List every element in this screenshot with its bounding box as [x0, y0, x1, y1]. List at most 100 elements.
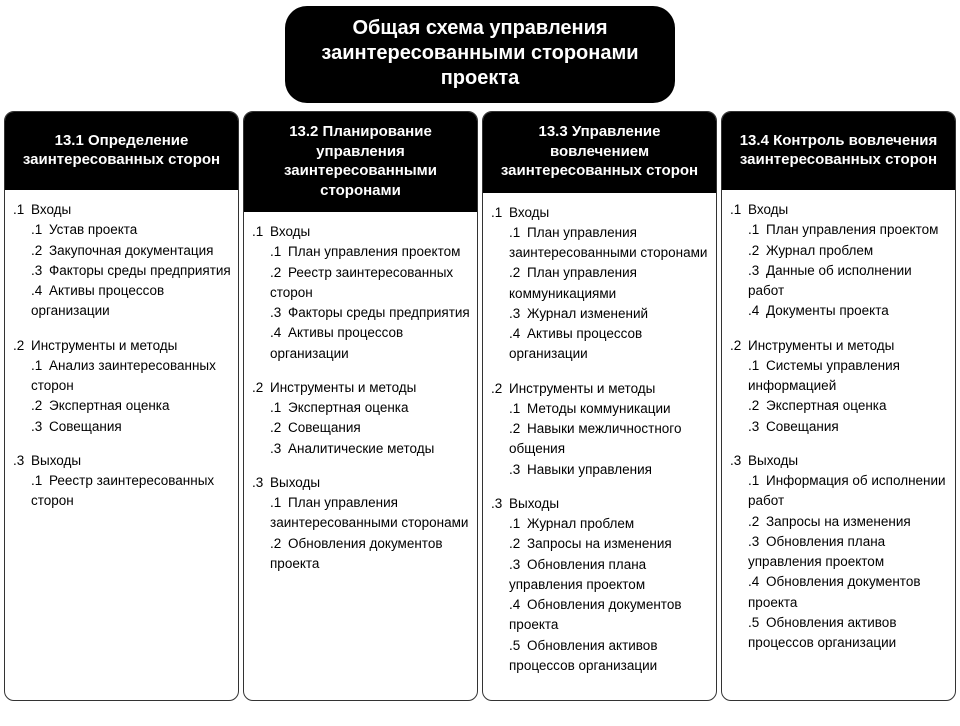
section-label: Выходы: [31, 453, 81, 468]
section-label: Инструменты и методы: [509, 381, 655, 396]
item-text: Журнал проблем: [527, 516, 634, 531]
item-number: .2: [748, 241, 766, 261]
section: .2Инструменты и методы.1Системы управлен…: [730, 336, 949, 437]
section: .1Входы.1Устав проекта.2Закупочная докум…: [13, 200, 232, 322]
list-item: .2Навыки межличностного общения: [491, 419, 710, 460]
item-number: .3: [748, 417, 766, 437]
section-title: .1Входы: [730, 200, 949, 220]
section-number: .3: [13, 451, 31, 471]
list-item: .2План управления коммуникациями: [491, 263, 710, 304]
item-text: Обновления активов процессов организации: [748, 615, 897, 650]
section-label: Входы: [31, 202, 71, 217]
item-text: План управления заинтересованными сторон…: [270, 495, 468, 530]
section-number: .1: [491, 203, 509, 223]
item-number: .2: [748, 396, 766, 416]
item-text: Навыки управления: [527, 462, 652, 477]
list-item: .1План управления заинтересованными стор…: [491, 223, 710, 264]
item-number: .3: [748, 532, 766, 552]
section: .3Выходы .1Реестр заинтересованных сторон: [13, 451, 232, 512]
list-item: .2Запросы на изменения: [491, 534, 710, 554]
section-number: .2: [13, 336, 31, 356]
item-number: .1: [31, 356, 49, 376]
list-item: .2Обновления документов проекта: [252, 534, 471, 575]
item-number: .4: [509, 324, 527, 344]
item-text: Активы процессов организации: [270, 325, 403, 360]
item-number: .2: [509, 534, 527, 554]
column-3: 13.3 Управление вовлечением заинтересова…: [482, 111, 717, 701]
diagram-title: Общая схема управления заинтересованными…: [285, 6, 675, 103]
section-number: .2: [491, 379, 509, 399]
list-item: .2Журнал проблем: [730, 241, 949, 261]
item-number: .3: [748, 261, 766, 281]
column-1: 13.1 Определение заинтересованных сторон…: [4, 111, 239, 701]
section: .3Выходы.1Информация об исполнении работ…: [730, 451, 949, 654]
item-text: Активы процессов организации: [31, 283, 164, 318]
item-number: .1: [509, 514, 527, 534]
section-title: .3Выходы: [730, 451, 949, 471]
item-number: .1: [270, 493, 288, 513]
item-number: .3: [509, 304, 527, 324]
item-text: План управления коммуникациями: [509, 265, 637, 300]
item-text: План управления проектом: [288, 244, 460, 259]
item-text: Обновления плана управления проектом: [748, 534, 885, 569]
item-number: .5: [748, 613, 766, 633]
list-item: .3Совещания: [730, 417, 949, 437]
section: .2Инструменты и методы.1Методы коммуника…: [491, 379, 710, 480]
section-title: .3Выходы: [252, 473, 471, 493]
list-item: .1Журнал проблем: [491, 514, 710, 534]
section-title: .2Инструменты и методы: [491, 379, 710, 399]
column-4: 13.4 Контроль вовлечения заинтересованны…: [721, 111, 956, 701]
item-number: .1: [748, 471, 766, 491]
item-number: .2: [31, 396, 49, 416]
list-item: .3Обновления плана управления проектом: [730, 532, 949, 573]
item-text: Активы процессов организации: [509, 326, 642, 361]
item-number: .1: [748, 356, 766, 376]
section: .1Входы.1План управления проектом.2Журна…: [730, 200, 949, 322]
section-number: .1: [13, 200, 31, 220]
item-text: Журнал проблем: [766, 243, 873, 258]
item-number: .1: [748, 220, 766, 240]
item-number: .2: [509, 419, 527, 439]
column-header: 13.2 Планирование управления заинтересов…: [244, 112, 477, 212]
list-item: .4Документы проекта: [730, 301, 949, 321]
item-number: .4: [270, 323, 288, 343]
section-label: Инструменты и методы: [31, 338, 177, 353]
item-number: .1: [270, 398, 288, 418]
list-item: .4Обновления документов проекта: [491, 595, 710, 636]
item-text: Методы коммуникации: [527, 401, 671, 416]
item-number: .2: [270, 263, 288, 283]
list-item: .2Экспертная оценка: [730, 396, 949, 416]
section-label: Выходы: [509, 496, 559, 511]
list-item: .3Навыки управления: [491, 460, 710, 480]
item-text: Экспертная оценка: [766, 398, 887, 413]
section-label: Инструменты и методы: [270, 380, 416, 395]
column-header: 13.4 Контроль вовлечения заинтересованны…: [722, 112, 955, 190]
item-number: .2: [270, 418, 288, 438]
item-text: Обновления документов проекта: [509, 597, 682, 632]
list-item: .1Реестр заинтересованных сторон: [13, 471, 232, 512]
item-number: .2: [748, 512, 766, 532]
list-item: .2Экспертная оценка: [13, 396, 232, 416]
list-item: .1Экспертная оценка: [252, 398, 471, 418]
item-text: Данные об исполнении работ: [748, 263, 912, 298]
item-number: .1: [509, 399, 527, 419]
section-label: Входы: [748, 202, 788, 217]
item-text: Системы управления информацией: [748, 358, 900, 393]
item-number: .3: [270, 303, 288, 323]
item-text: Факторы среды предприятия: [49, 263, 231, 278]
section-label: Входы: [270, 224, 310, 239]
list-item: .3Обновления плана управления проектом: [491, 555, 710, 596]
item-text: План управления заинтересованными сторон…: [509, 225, 707, 260]
item-number: .3: [270, 439, 288, 459]
item-text: Запросы на изменения: [527, 536, 672, 551]
column-body: .1Входы.1План управления заинтересованны…: [483, 193, 716, 701]
column-body: .1Входы.1План управления проектом.2Реест…: [244, 212, 477, 598]
item-text: Реестр заинтересованных сторон: [270, 265, 453, 300]
section: .1Входы.1План управления проектом.2Реест…: [252, 222, 471, 364]
item-text: Журнал изменений: [527, 306, 648, 321]
list-item: .2Закупочная документация: [13, 241, 232, 261]
list-item: .5Обновления активов процессов организац…: [730, 613, 949, 654]
list-item: .4Активы процессов организации: [13, 281, 232, 322]
item-text: Обновления активов процессов организации: [509, 638, 658, 673]
section-title: .3Выходы: [491, 494, 710, 514]
